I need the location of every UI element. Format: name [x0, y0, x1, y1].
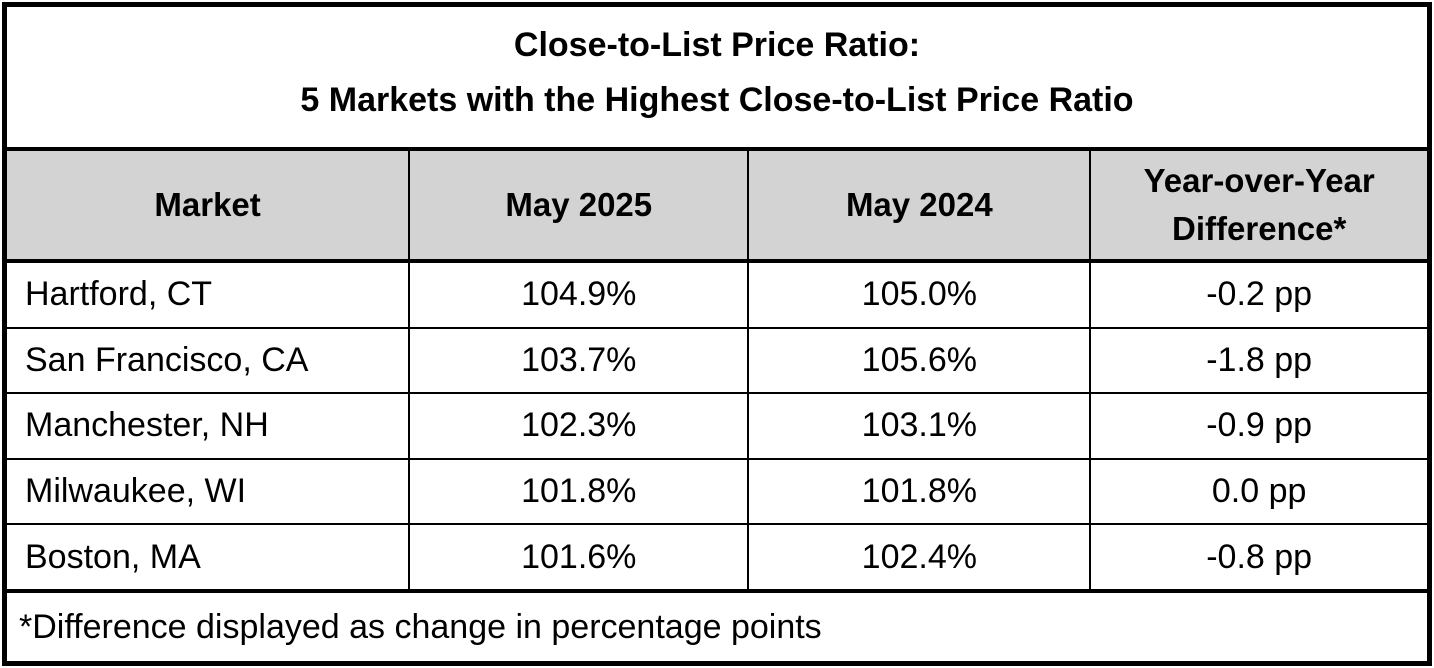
market-cell: Milwaukee, WI [3, 457, 411, 526]
market-cell: Hartford, CT [3, 260, 411, 329]
table-row: Hartford, CT 104.9% 105.0% -0.2 pp [3, 260, 1431, 329]
may-2025-cell: 101.6% [408, 523, 750, 592]
footnote-row: *Difference displayed as change in perce… [4, 589, 1430, 664]
yoy-difference-cell: -0.9 pp [1089, 392, 1431, 460]
footnote-text: *Difference displayed as change in perce… [4, 589, 1430, 664]
may-2024-cell: 101.8% [747, 457, 1092, 526]
yoy-difference-cell: -1.8 pp [1089, 326, 1431, 395]
header-row: Market May 2025 May 2024 Year-over-Year … [3, 147, 1431, 263]
table-title-line1: Close-to-List Price Ratio: [513, 25, 921, 64]
may-2024-cell: 105.6% [747, 326, 1092, 395]
table-row: San Francisco, CA 103.7% 105.6% -1.8 pp [3, 326, 1431, 395]
may-2024-cell: 103.1% [747, 392, 1092, 460]
may-2024-cell: 105.0% [747, 260, 1092, 329]
may-2025-cell: 103.7% [408, 326, 750, 395]
market-cell: Manchester, NH [3, 392, 411, 460]
column-header-may-2024: May 2024 [747, 147, 1092, 263]
table-title-line2: 5 Markets with the Highest Close-to-List… [300, 81, 1134, 119]
may-2024-cell: 102.4% [747, 523, 1092, 592]
table-row: Milwaukee, WI 101.8% 101.8% 0.0 pp [3, 457, 1431, 526]
title-row: Close-to-List Price Ratio: 5 Markets wit… [4, 4, 1430, 151]
column-header-market: Market [3, 147, 411, 263]
table-title: Close-to-List Price Ratio: 5 Markets wit… [4, 4, 1430, 151]
yoy-difference-cell: 0.0 pp [1089, 457, 1431, 526]
column-header-yoy-difference: Year-over-Year Difference* [1089, 147, 1431, 263]
may-2025-cell: 102.3% [408, 392, 750, 460]
market-cell: Boston, MA [3, 523, 411, 592]
yoy-difference-cell: -0.2 pp [1089, 260, 1431, 329]
column-header-may-2025: May 2025 [408, 147, 750, 263]
table-row: Manchester, NH 102.3% 103.1% -0.9 pp [3, 392, 1431, 460]
yoy-difference-cell: -0.8 pp [1089, 523, 1431, 592]
may-2025-cell: 104.9% [408, 260, 750, 329]
table-row: Boston, MA 101.6% 102.4% -0.8 pp [3, 523, 1431, 592]
may-2025-cell: 101.8% [408, 457, 750, 526]
market-cell: San Francisco, CA [3, 326, 411, 395]
